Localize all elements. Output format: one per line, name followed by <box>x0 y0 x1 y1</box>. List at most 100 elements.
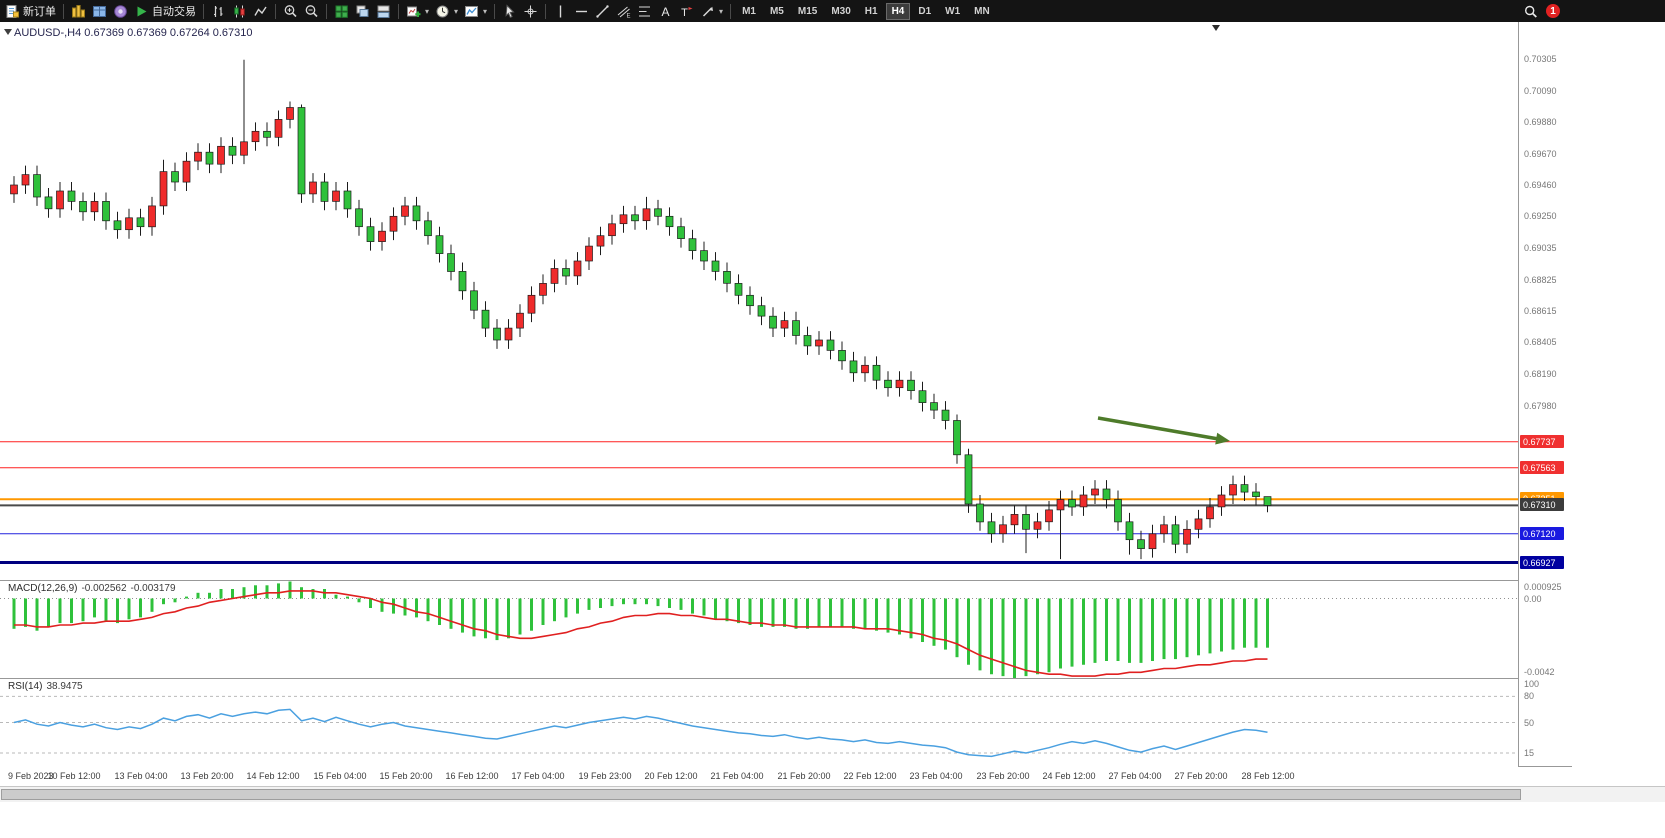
channel-icon: E <box>616 4 631 19</box>
period-button[interactable]: ▾ <box>432 1 461 21</box>
macd-main-value: -0.002562 <box>81 583 127 594</box>
rsi-label: RSI(14) 38.9475 <box>8 681 83 692</box>
timeframe-h4[interactable]: H4 <box>885 2 911 20</box>
tile-windows-button[interactable] <box>331 1 352 21</box>
chart-shift-marker[interactable] <box>1212 25 1220 31</box>
new-order-button[interactable]: 新订单 <box>2 1 59 21</box>
price-axis-label: 0.70305 <box>1524 54 1557 64</box>
indicators-button[interactable]: ▾ <box>461 1 490 21</box>
time-axis-label: 15 Feb 20:00 <box>379 771 433 781</box>
new-chart-button[interactable]: ▾ <box>403 1 432 21</box>
svg-text:A: A <box>662 5 670 19</box>
time-axis-label: 13 Feb 04:00 <box>114 771 168 781</box>
panel-separator[interactable] <box>0 580 1572 581</box>
arrange-windows-button[interactable] <box>373 1 394 21</box>
timeframe-toolbar: M1 M5 M15 M30 H1 H4 D1 W1 MN <box>726 0 997 22</box>
price-axis-label: 0.69250 <box>1524 211 1557 221</box>
crosshair-button[interactable] <box>520 1 541 21</box>
price-level-badge: 0.67563 <box>1520 461 1564 474</box>
price-axis-label: 0.68615 <box>1524 306 1557 316</box>
time-axis-label: 19 Feb 23:00 <box>578 771 632 781</box>
navigator-icon <box>113 4 128 19</box>
bar-chart-button[interactable] <box>208 1 229 21</box>
timeframe-d1[interactable]: D1 <box>918 5 932 17</box>
notification-badge[interactable]: 1 <box>1546 4 1560 18</box>
main-chart[interactable] <box>0 22 1518 580</box>
dropdown-caret-icon: ▾ <box>719 6 724 16</box>
search-icon[interactable] <box>1523 4 1538 19</box>
time-axis-label: 17 Feb 04:00 <box>511 771 565 781</box>
price-axis-label: 0.69670 <box>1524 149 1557 159</box>
timeframe-m5[interactable]: M5 <box>769 5 784 17</box>
zoom-out-button[interactable] <box>301 1 322 21</box>
arrows-icon <box>700 4 715 19</box>
toolbar-separator <box>63 3 64 19</box>
time-axis-label: 23 Feb 20:00 <box>976 771 1030 781</box>
equidistant-channel-button[interactable]: E <box>613 1 634 21</box>
toolbar: 新订单 自动交易 ▾ ▾ ▾ E A T ▾ M1 M5 M15 M30 H1 H4 D1 W1 MN 1 <box>0 0 1665 22</box>
time-axis[interactable]: 9 Feb 2023 10 Feb 12:00 13 Feb 04:00 13 Feb… <box>0 766 1518 786</box>
vline-icon <box>553 4 568 19</box>
time-axis-label: 10 Feb 12:00 <box>47 771 101 781</box>
timeframe-m1[interactable]: M1 <box>742 5 756 17</box>
new-order-icon <box>5 4 20 19</box>
dropdown-caret-icon: ▾ <box>454 6 459 16</box>
new-chart-icon <box>406 4 421 19</box>
cursor-button[interactable] <box>499 1 520 21</box>
price-level-badge: 0.66927 <box>1520 556 1564 569</box>
new-order-button-label: 新订单 <box>23 6 56 18</box>
time-axis-label: 28 Feb 12:00 <box>1241 771 1295 781</box>
autotrading-button[interactable]: 自动交易 <box>131 1 199 21</box>
horizontal-scrollbar[interactable] <box>0 786 1665 802</box>
rsi-panel[interactable] <box>0 679 1518 766</box>
time-axis-label: 13 Feb 20:00 <box>180 771 234 781</box>
price-axis-label: 0.69880 <box>1524 117 1557 127</box>
horizontal-line-button[interactable] <box>571 1 592 21</box>
svg-text:E: E <box>627 13 631 19</box>
zoom-out-icon <box>304 4 319 19</box>
toolbar-separator <box>275 3 276 19</box>
cascade-windows-button[interactable] <box>352 1 373 21</box>
one-click-trading-toggle[interactable] <box>4 29 12 35</box>
scrollbar-thumb[interactable] <box>1 789 1521 800</box>
candlestick-chart-button[interactable] <box>229 1 250 21</box>
time-axis-label: 21 Feb 20:00 <box>777 771 831 781</box>
toolbar-buttons: 新订单 自动交易 ▾ ▾ ▾ E A T ▾ <box>2 0 726 22</box>
text-t-icon: T <box>679 4 694 19</box>
fibonacci-button[interactable] <box>634 1 655 21</box>
zoom-in-button[interactable] <box>280 1 301 21</box>
time-axis-label: 24 Feb 12:00 <box>1042 771 1096 781</box>
text-button[interactable]: A <box>655 1 676 21</box>
macd-panel[interactable] <box>0 581 1518 678</box>
vertical-line-button[interactable] <box>550 1 571 21</box>
time-axis-label: 27 Feb 04:00 <box>1108 771 1162 781</box>
panel-separator[interactable] <box>0 678 1572 679</box>
time-axis-label: 16 Feb 12:00 <box>445 771 499 781</box>
timeframe-m30[interactable]: M30 <box>831 5 851 17</box>
macd-axis-label: -0.0042 <box>1524 667 1555 677</box>
timeframe-w1[interactable]: W1 <box>945 5 961 17</box>
navigator-button[interactable] <box>110 1 131 21</box>
time-axis-label: 9 Feb 2023 <box>8 771 54 781</box>
arrows-button[interactable]: ▾ <box>697 1 726 21</box>
macd-axis-label: 0.000925 <box>1524 582 1562 592</box>
chart-title: AUDUSD-,H4 0.67369 0.67369 0.67264 0.673… <box>14 27 253 39</box>
bar-chart-icon <box>211 4 226 19</box>
data-window-button[interactable] <box>89 1 110 21</box>
time-axis-label: 23 Feb 04:00 <box>909 771 963 781</box>
rsi-name: RSI(14) <box>8 681 43 692</box>
price-axis[interactable]: 0.70305 0.70090 0.69880 0.69670 0.69460 0.692… <box>1518 22 1572 766</box>
text-label-button[interactable]: T <box>676 1 697 21</box>
market-watch-button[interactable] <box>68 1 89 21</box>
timeframe-h1[interactable]: H1 <box>864 5 878 17</box>
trendline-button[interactable] <box>592 1 613 21</box>
timeframe-m15[interactable]: M15 <box>797 5 818 17</box>
svg-text:T: T <box>681 7 688 19</box>
trend-arrow-annotation <box>1215 432 1230 445</box>
price-axis-label: 0.67980 <box>1524 401 1557 411</box>
timeframe-mn[interactable]: MN <box>974 5 990 17</box>
time-axis-label: 15 Feb 04:00 <box>313 771 367 781</box>
line-chart-button[interactable] <box>250 1 271 21</box>
toolbar-separator <box>326 3 327 19</box>
macd-signal-value: -0.003179 <box>130 583 176 594</box>
